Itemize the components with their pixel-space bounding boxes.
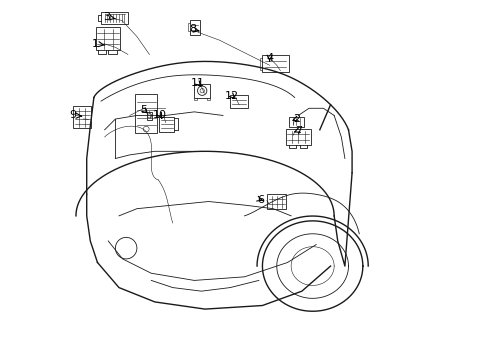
Text: 1: 1: [92, 39, 104, 49]
Text: 5: 5: [141, 105, 147, 115]
Bar: [190, 20, 200, 35]
Bar: [285, 129, 310, 145]
Text: 10: 10: [153, 111, 167, 121]
Bar: [266, 194, 286, 210]
Text: 8: 8: [188, 24, 199, 35]
Text: 4: 4: [265, 53, 273, 63]
Bar: [159, 117, 174, 132]
Bar: [194, 84, 210, 98]
Text: 3: 3: [103, 12, 115, 22]
Bar: [289, 117, 303, 127]
Bar: [147, 112, 152, 120]
Text: 9: 9: [69, 111, 81, 121]
Bar: [230, 95, 247, 108]
Text: 11: 11: [190, 78, 204, 88]
Text: 2: 2: [292, 114, 300, 124]
Bar: [96, 27, 120, 50]
Bar: [262, 55, 289, 72]
Bar: [101, 12, 128, 24]
Text: 6: 6: [256, 195, 264, 205]
Bar: [73, 107, 91, 128]
Text: 7: 7: [294, 126, 301, 135]
Bar: [135, 94, 157, 134]
Text: 12: 12: [224, 91, 239, 101]
